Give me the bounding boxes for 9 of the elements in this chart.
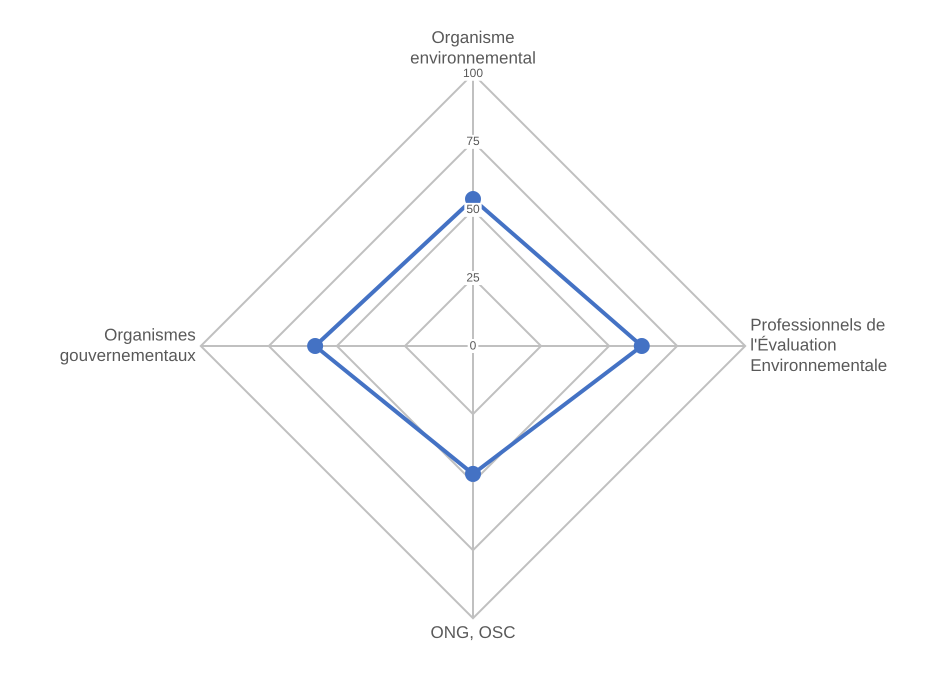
spoke-label: Organismes gouvernementaux (60, 325, 196, 365)
y-tick-label: 75 (466, 134, 480, 148)
spoke-label: Organisme environnemental (410, 28, 536, 68)
y-tick-label: 100 (462, 66, 484, 80)
y-tick-label: 25 (466, 270, 480, 284)
spoke-label: Professionnels de l'Évaluation Environnementale (750, 315, 888, 376)
spoke-label: ONG, OSC (430, 623, 516, 642)
y-tick-label: 0 (470, 338, 477, 352)
y-tick-label: 50 (466, 202, 480, 216)
